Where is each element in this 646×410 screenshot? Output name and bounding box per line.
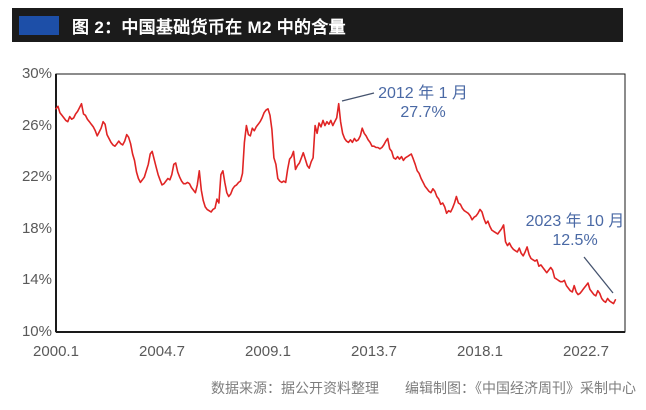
y-tick-label-10: 10% bbox=[21, 323, 52, 340]
plot-border bbox=[55, 73, 626, 333]
annotation-2023-date: 2023 年 10 月 bbox=[525, 213, 625, 230]
chart-title: 图 2：中国基础货币在 M2 中的含量 bbox=[72, 17, 346, 37]
annotation-2023-value: 12.5% bbox=[552, 232, 598, 249]
credit-text: 编辑制图：《中国经济周刊》采制中心 bbox=[405, 380, 636, 396]
y-tick-label-30: 30% bbox=[21, 65, 52, 82]
annotation-2012: 2012 年 1 月 27.7% bbox=[352, 84, 494, 122]
annotation-2012-leader-line bbox=[341, 92, 375, 102]
annotation-2012-date: 2012 年 1 月 bbox=[378, 85, 468, 102]
chart-footer: 数据来源：据公开资料整理 编辑制图：《中国经济周刊》采制中心 bbox=[211, 378, 636, 398]
y-tick-label-26: 26% bbox=[21, 117, 52, 134]
annotation-2023: 2023 年 10 月 12.5% bbox=[506, 212, 644, 250]
x-tick-label-2018-1: 2018.1 bbox=[457, 343, 503, 360]
header-accent-rect bbox=[19, 15, 59, 35]
chart-header-bar: 图 2：中国基础货币在 M2 中的含量 bbox=[12, 8, 623, 42]
data-line bbox=[55, 102, 617, 305]
x-tick-label-2000-1: 2000.1 bbox=[33, 343, 79, 360]
x-tick-label-2004-7: 2004.7 bbox=[139, 343, 185, 360]
data-source-text: 数据来源：据公开资料整理 bbox=[211, 380, 379, 396]
annotation-2012-value: 27.7% bbox=[400, 104, 446, 121]
annotation-2023-leader-line bbox=[583, 256, 614, 294]
y-tick-label-18: 18% bbox=[21, 220, 52, 237]
y-tick-label-22: 22% bbox=[21, 168, 52, 185]
x-tick-label-2022-7: 2022.7 bbox=[563, 343, 609, 360]
x-tick-label-2013-7: 2013.7 bbox=[351, 343, 397, 360]
x-tick-label-2009-1: 2009.1 bbox=[245, 343, 291, 360]
y-tick-label-14: 14% bbox=[21, 271, 52, 288]
